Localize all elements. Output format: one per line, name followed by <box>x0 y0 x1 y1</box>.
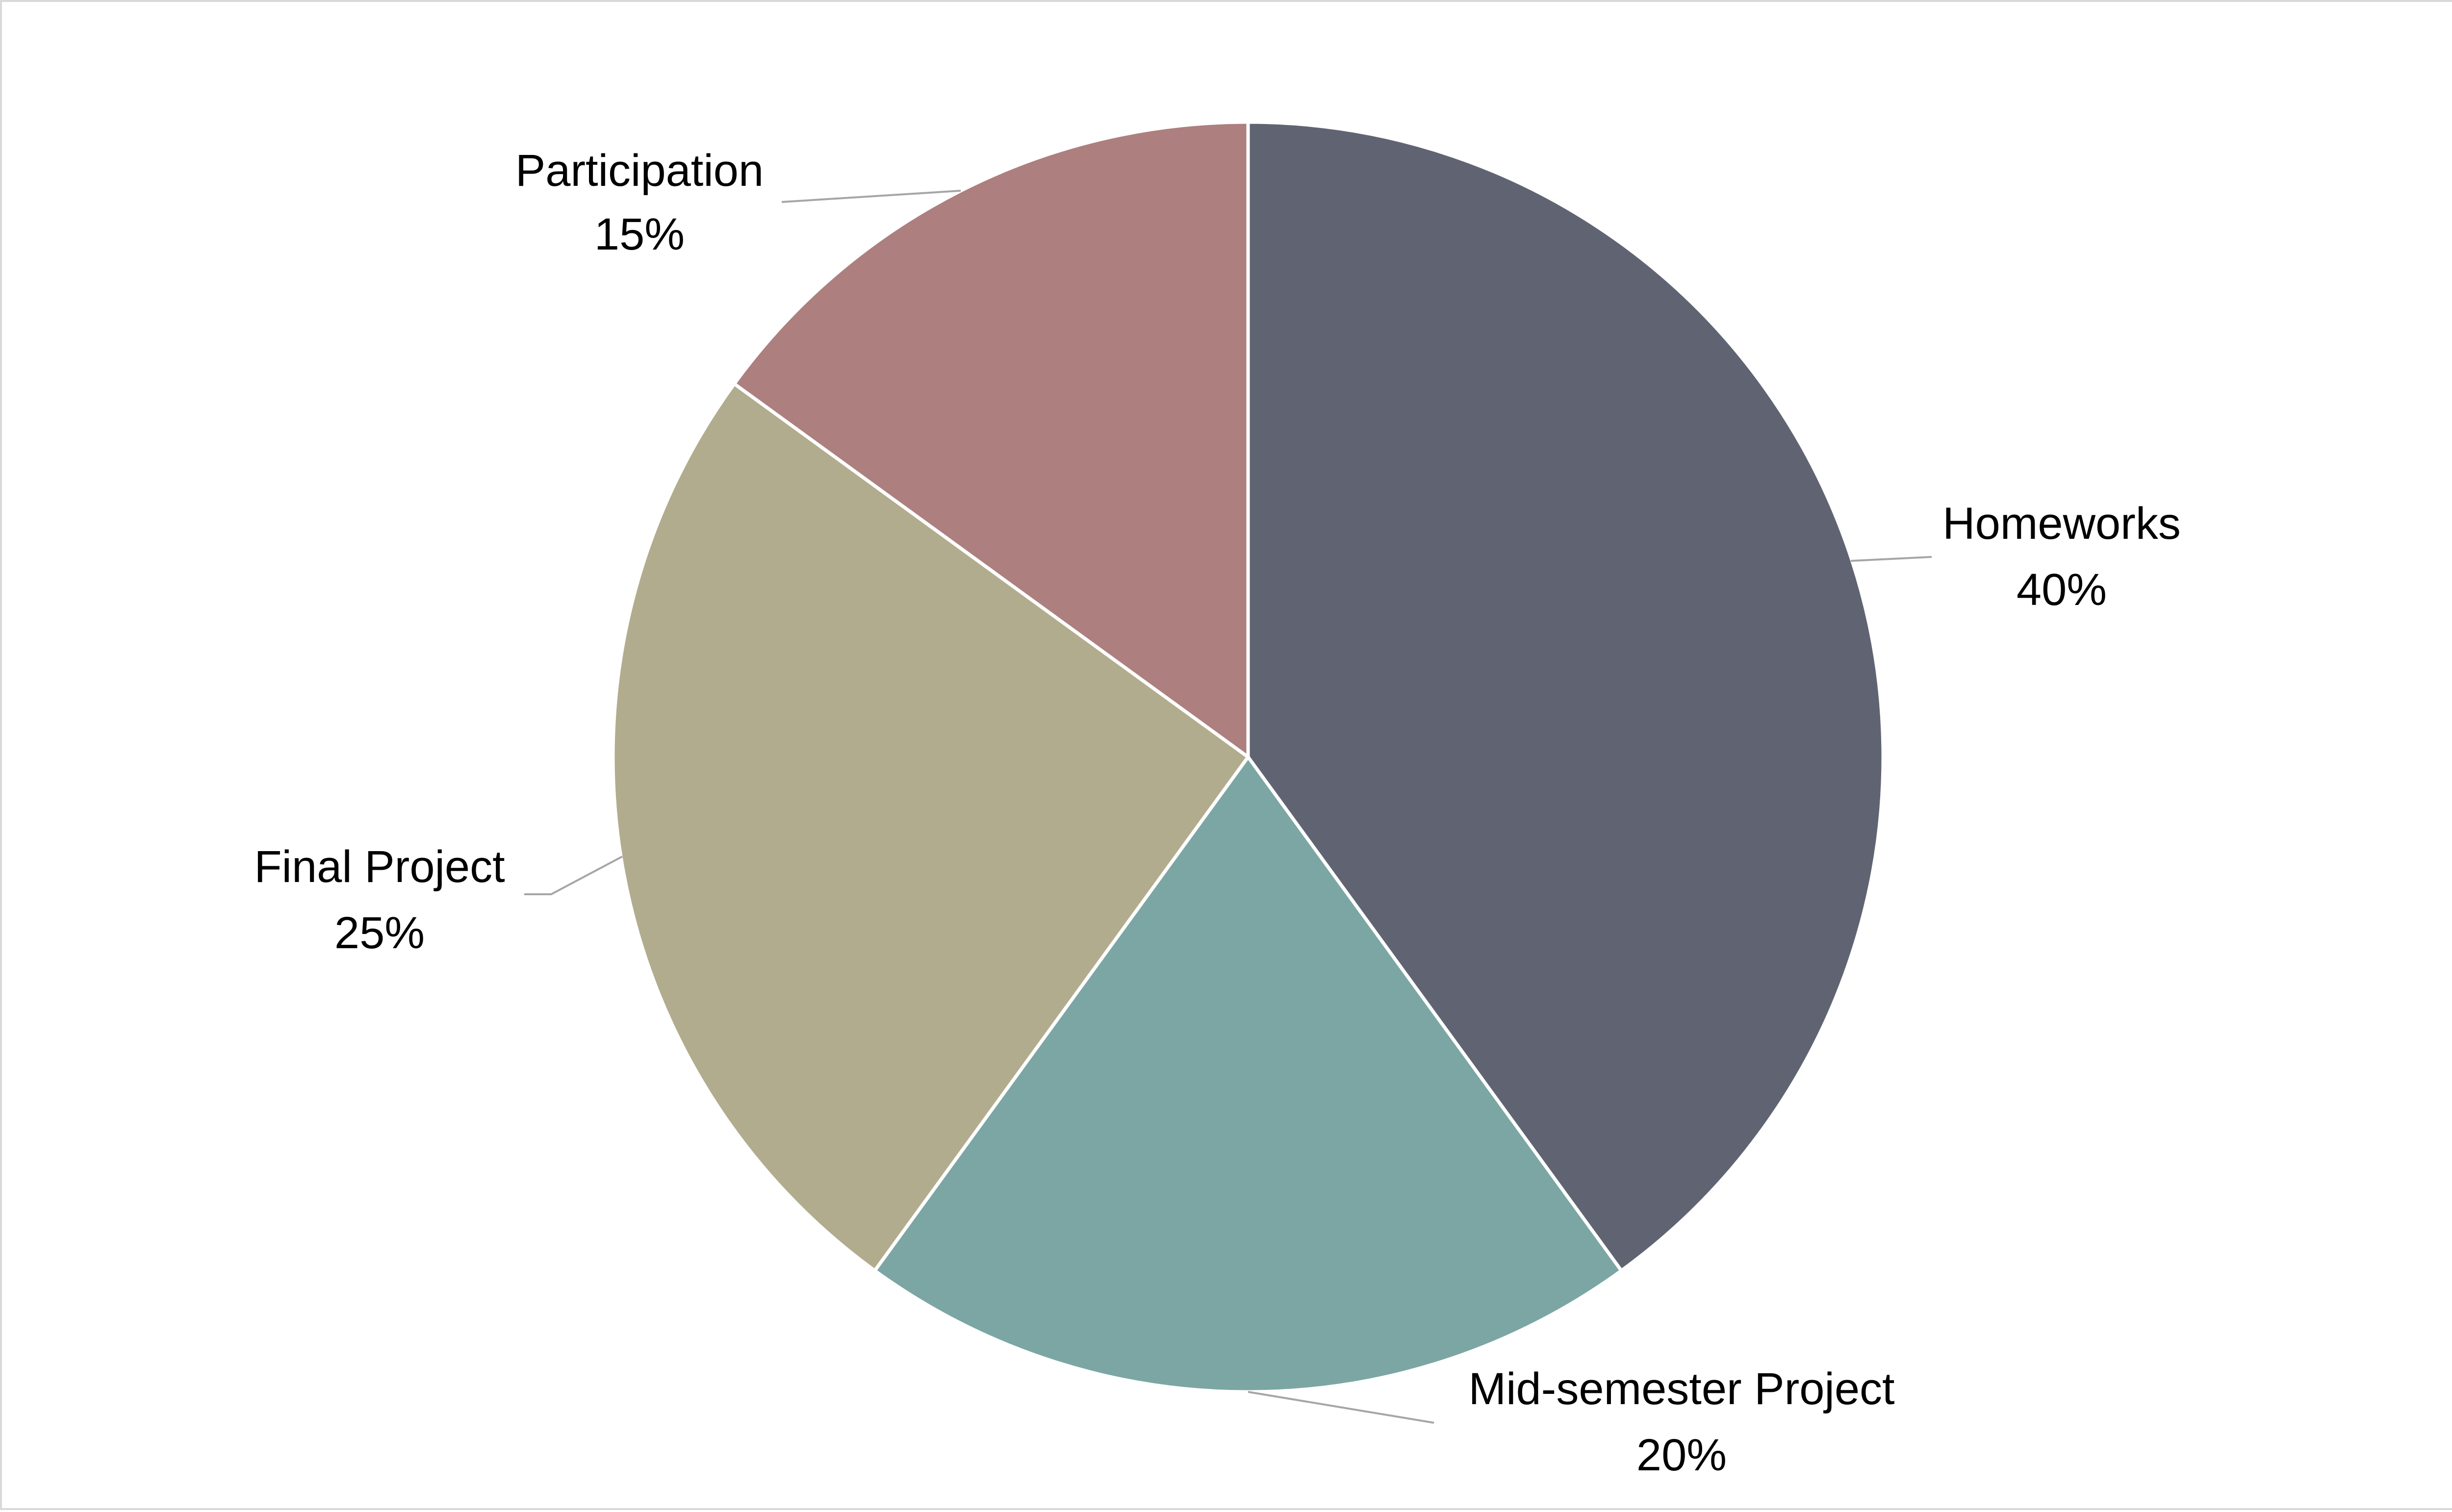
slice-percent-label: 25% <box>334 908 425 958</box>
pie-slice-mid-semester-project <box>873 755 1623 1394</box>
leader-line <box>524 856 623 895</box>
slice-percent-label: 15% <box>594 209 685 259</box>
leader-line <box>1850 556 1932 562</box>
leader-line <box>781 190 961 203</box>
slice-label: Final Project <box>254 842 505 892</box>
slice-label: Mid-semester Project <box>1468 1364 1894 1414</box>
slice-percent-label: 40% <box>2017 565 2107 615</box>
leader-lines <box>524 190 1932 1424</box>
leader-line <box>1248 1391 1434 1424</box>
slice-label: Homeworks <box>1942 499 2181 549</box>
slice-label: Participation <box>515 146 764 196</box>
slice-labels: Homeworks 40% Mid-semester Project 20% Final… <box>254 146 2180 1480</box>
slice-percent-label: 20% <box>1636 1430 1727 1480</box>
pie-slices <box>611 120 1885 1394</box>
